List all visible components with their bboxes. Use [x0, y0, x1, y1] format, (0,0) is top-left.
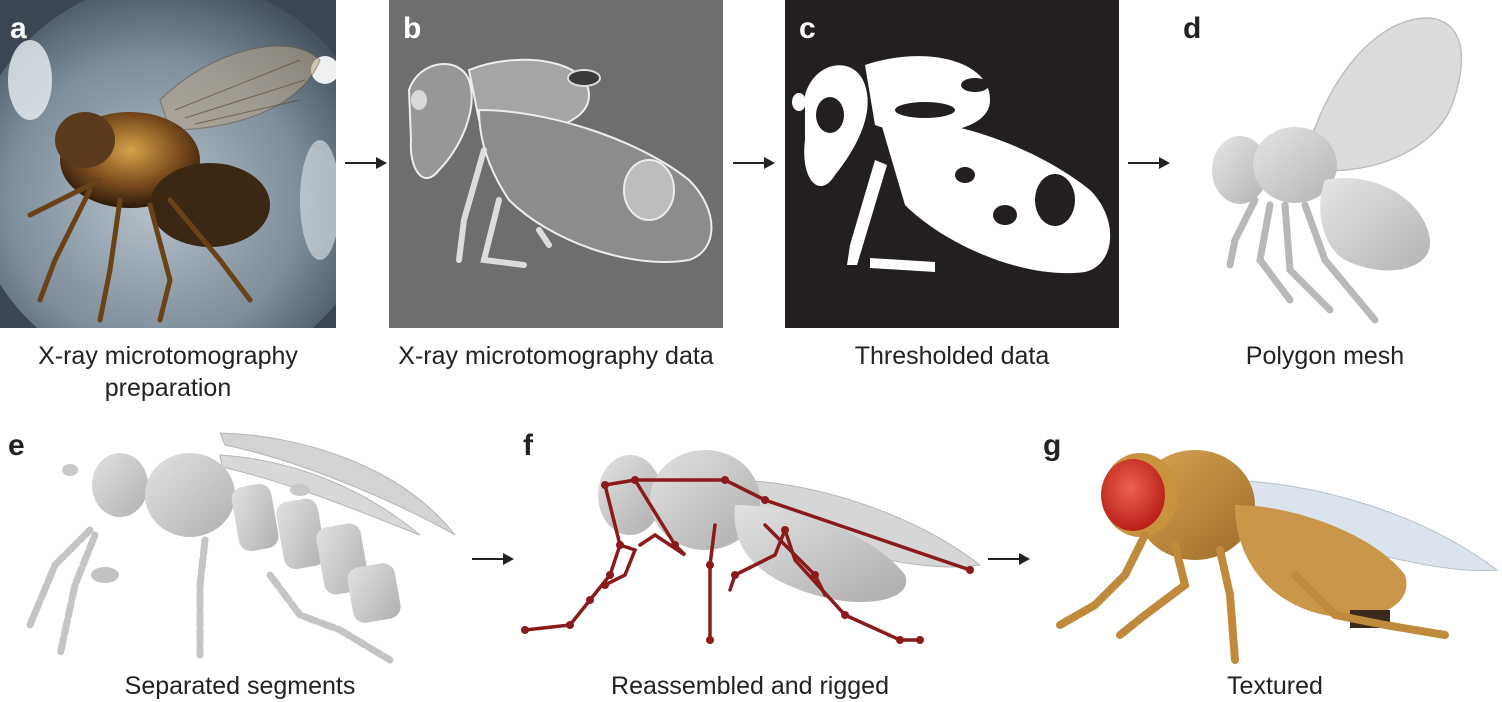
ct-slice-image	[389, 0, 723, 328]
separated-segments-image	[26, 432, 456, 664]
arrow-right-icon	[1128, 157, 1170, 169]
amber-fly-photo	[0, 0, 336, 328]
panel-caption: X-ray microtomography preparation	[0, 340, 336, 404]
arrow-right-icon	[988, 553, 1030, 565]
arrow-right-icon	[733, 157, 775, 169]
panel-a: a	[0, 0, 336, 328]
thresholded-image	[785, 0, 1119, 328]
panel-letter: b	[403, 12, 422, 45]
arrow-right-icon	[472, 553, 514, 565]
panel-caption: Textured	[1227, 672, 1323, 700]
panel-letter: d	[1183, 12, 1202, 45]
caption-line: X-ray microtomography	[38, 342, 298, 370]
panel-caption: Thresholded data	[854, 342, 1050, 370]
panel-caption: Polygon mesh	[1245, 342, 1405, 370]
textured-model-image	[1056, 450, 1499, 664]
rigged-model-image	[521, 450, 982, 644]
panel-c: c	[785, 0, 1119, 328]
panel-e: e	[0, 425, 470, 665]
panel-letter: a	[10, 12, 27, 45]
panel-caption: Reassembled and rigged	[611, 672, 889, 700]
arrow-right-icon	[345, 157, 387, 169]
panel-f: f	[515, 425, 985, 665]
panel-d: d	[1175, 0, 1502, 335]
panel-letter: c	[799, 12, 816, 45]
polygon-mesh-image	[1212, 17, 1463, 324]
panel-letter: f	[523, 429, 533, 462]
panel-letter: g	[1043, 429, 1062, 462]
panel-letter: e	[8, 429, 25, 462]
caption-line: preparation	[104, 374, 232, 402]
panel-caption: X-ray microtomography data	[398, 342, 714, 370]
panel-caption: Separated segments	[124, 672, 356, 700]
panel-g: g	[1035, 425, 1502, 665]
panel-b: b	[389, 0, 723, 328]
